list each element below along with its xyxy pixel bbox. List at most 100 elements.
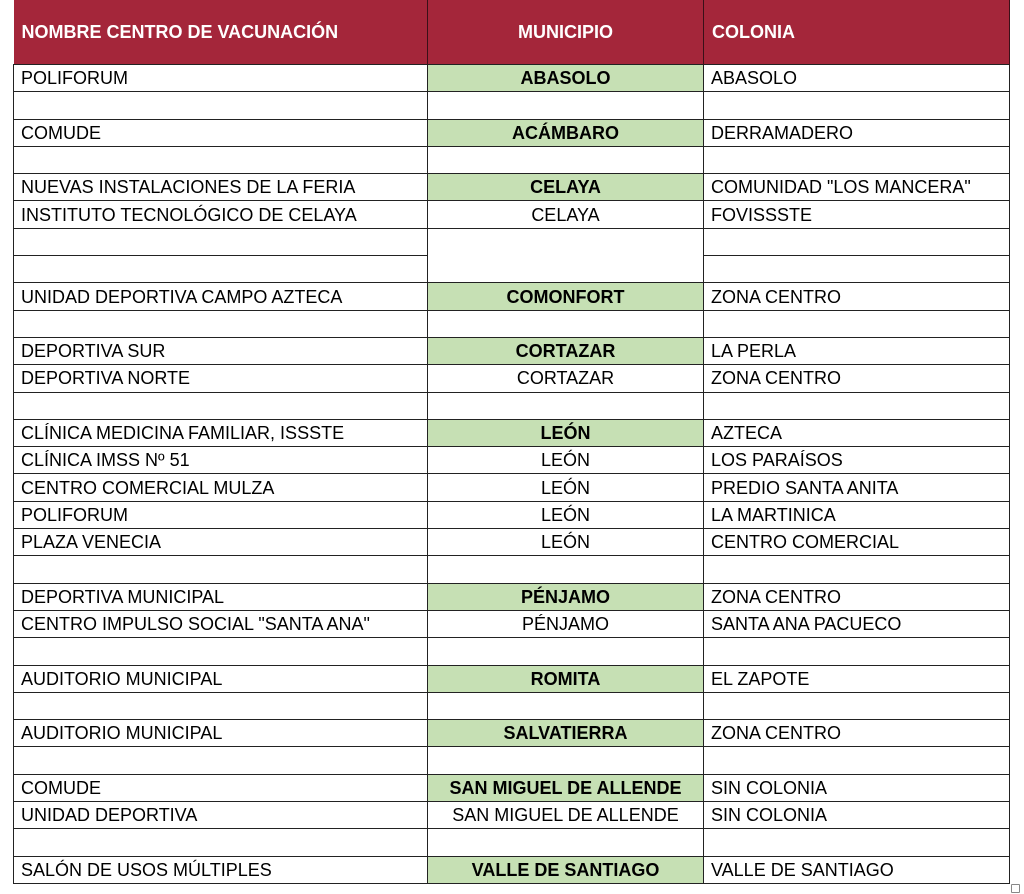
- table-row: NUEVAS INSTALACIONES DE LA FERIA CELAYA CO…: [13, 173, 1010, 202]
- name-cell: DEPORTIVA MUNICIPAL: [13, 582, 428, 611]
- colonia-cell: LA PERLA: [703, 336, 1010, 366]
- table-row: CLÍNICA MEDICINA FAMILIAR, ISSSTE LEÓN AZT…: [13, 418, 1010, 448]
- table-row: COMUDE ACÁMBARO DERRAMADERO: [13, 118, 1010, 147]
- colonia-cell: ZONA CENTRO: [703, 282, 1010, 311]
- name-cell: CLÍNICA MEDICINA FAMILIAR, ISSSTE: [13, 418, 428, 448]
- name-cell: [13, 746, 428, 775]
- header-row: NOMBRE CENTRO DE VACUNACIÓN MUNICIPIO CO…: [13, 0, 1010, 65]
- name-cell: COMUDE: [13, 773, 428, 803]
- colonia-cell: COMUNIDAD "LOS MANCERA": [703, 173, 1010, 202]
- name-cell: [13, 227, 428, 257]
- table-row: DEPORTIVA SUR CORTAZAR LA PERLA: [13, 336, 1010, 366]
- municipio-cell: PÉNJAMO: [427, 609, 704, 639]
- name-cell: [13, 555, 428, 584]
- name-cell: INSTITUTO TECNOLÓGICO DE CELAYA: [13, 200, 428, 229]
- name-cell: [13, 828, 428, 857]
- table-row: [13, 255, 1010, 284]
- table-row: [13, 691, 1010, 721]
- table-row: UNIDAD DEPORTIVA SAN MIGUEL DE ALLENDE SIN…: [13, 801, 1010, 830]
- municipio-cell: [427, 746, 704, 775]
- colonia-cell: VALLE DE SANTIAGO: [703, 855, 1010, 884]
- municipio-cell: ACÁMBARO: [427, 118, 704, 147]
- name-cell: AUDITORIO MUNICIPAL: [13, 664, 428, 693]
- name-cell: CENTRO IMPULSO SOCIAL "SANTA ANA": [13, 609, 428, 639]
- colonia-cell: SIN COLONIA: [703, 773, 1010, 803]
- name-cell: [13, 691, 428, 721]
- municipio-cell: LEÓN: [427, 528, 704, 557]
- name-cell: [13, 145, 428, 175]
- name-cell: PLAZA VENECIA: [13, 528, 428, 557]
- table-row: CLÍNICA IMSS Nº 51 LEÓN LOS PARAÍSOS: [13, 446, 1010, 475]
- table-row: DEPORTIVA NORTE CORTAZAR ZONA CENTRO: [13, 364, 1010, 393]
- municipio-cell: [427, 828, 704, 857]
- colonia-cell: [703, 691, 1010, 721]
- colonia-cell: [703, 91, 1010, 120]
- municipio-cell: SAN MIGUEL DE ALLENDE: [427, 801, 704, 830]
- table-row: [13, 555, 1010, 584]
- municipio-cell: COMONFORT: [427, 282, 704, 311]
- colonia-cell: CENTRO COMERCIAL: [703, 528, 1010, 557]
- table-row: SALÓN DE USOS MÚLTIPLES VALLE DE SANTIAGO…: [13, 855, 1010, 884]
- colonia-cell: ABASOLO: [703, 63, 1010, 93]
- name-cell: SALÓN DE USOS MÚLTIPLES: [13, 855, 428, 884]
- municipio-cell: CELAYA: [427, 173, 704, 202]
- colonia-cell: [703, 255, 1010, 284]
- municipio-cell: SALVATIERRA: [427, 719, 704, 748]
- colonia-cell: SIN COLONIA: [703, 801, 1010, 830]
- name-cell: CENTRO COMERCIAL MULZA: [13, 473, 428, 502]
- table-row: UNIDAD DEPORTIVA CAMPO AZTECA COMONFORT ZO…: [13, 282, 1010, 311]
- table-row: POLIFORUM LEÓN LA MARTINICA: [13, 500, 1010, 530]
- colonia-cell: [703, 828, 1010, 857]
- table-row: [13, 637, 1010, 666]
- colonia-cell: ZONA CENTRO: [703, 719, 1010, 748]
- colonia-cell: ZONA CENTRO: [703, 582, 1010, 611]
- table-row: COMUDE SAN MIGUEL DE ALLENDE SIN COLONIA: [13, 773, 1010, 803]
- name-cell: [13, 309, 428, 338]
- name-cell: DEPORTIVA SUR: [13, 336, 428, 366]
- colonia-cell: [703, 227, 1010, 257]
- name-cell: [13, 637, 428, 666]
- table-row: CENTRO COMERCIAL MULZA LEÓN PREDIO SANTA A…: [13, 473, 1010, 502]
- colonia-cell: LOS PARAÍSOS: [703, 446, 1010, 475]
- colonia-cell: [703, 746, 1010, 775]
- table-row: [13, 91, 1010, 120]
- colonia-cell: [703, 637, 1010, 666]
- municipio-cell: [427, 309, 704, 338]
- colonia-cell: FOVISSSTE: [703, 200, 1010, 229]
- municipio-cell: CORTAZAR: [427, 364, 704, 393]
- colonia-cell: [703, 309, 1010, 338]
- table-row: [13, 391, 1010, 420]
- table-row: DEPORTIVA MUNICIPAL PÉNJAMO ZONA CENTRO: [13, 582, 1010, 611]
- colonia-cell: DERRAMADERO: [703, 118, 1010, 147]
- colonia-cell: [703, 391, 1010, 420]
- municipio-cell: CELAYA: [427, 200, 704, 229]
- colonia-cell: PREDIO SANTA ANITA: [703, 473, 1010, 502]
- municipio-cell: PÉNJAMO: [427, 582, 704, 611]
- name-cell: NUEVAS INSTALACIONES DE LA FERIA: [13, 173, 428, 202]
- municipio-cell: [427, 637, 704, 666]
- table-row: [13, 309, 1010, 338]
- name-cell: UNIDAD DEPORTIVA CAMPO AZTECA: [13, 282, 428, 311]
- municipio-cell: LEÓN: [427, 446, 704, 475]
- header-name: NOMBRE CENTRO DE VACUNACIÓN: [13, 0, 428, 65]
- municipio-cell: LEÓN: [427, 418, 704, 448]
- table-row: [13, 227, 1010, 284]
- resize-handle[interactable]: [1011, 884, 1020, 893]
- table-row: [13, 145, 1010, 175]
- municipio-cell: [427, 227, 704, 284]
- table-row: AUDITORIO MUNICIPAL SALVATIERRA ZONA CENTR…: [13, 719, 1010, 748]
- colonia-cell: [703, 145, 1010, 175]
- vaccination-centers-table: NOMBRE CENTRO DE VACUNACIÓN MUNICIPIO CO…: [13, 0, 1010, 884]
- table-row: AUDITORIO MUNICIPAL ROMITA EL ZAPOTE: [13, 664, 1010, 693]
- name-cell: UNIDAD DEPORTIVA: [13, 801, 428, 830]
- municipio-cell: [427, 555, 704, 584]
- municipio-cell: [427, 391, 704, 420]
- municipio-cell: ABASOLO: [427, 63, 704, 93]
- name-cell: [13, 91, 428, 120]
- colonia-cell: AZTECA: [703, 418, 1010, 448]
- name-cell: POLIFORUM: [13, 500, 428, 530]
- municipio-cell: LEÓN: [427, 473, 704, 502]
- table-row: POLIFORUM ABASOLO ABASOLO: [13, 63, 1010, 93]
- header-colonia: COLONIA: [703, 0, 1010, 65]
- table-row: PLAZA VENECIA LEÓN CENTRO COMERCIAL: [13, 528, 1010, 557]
